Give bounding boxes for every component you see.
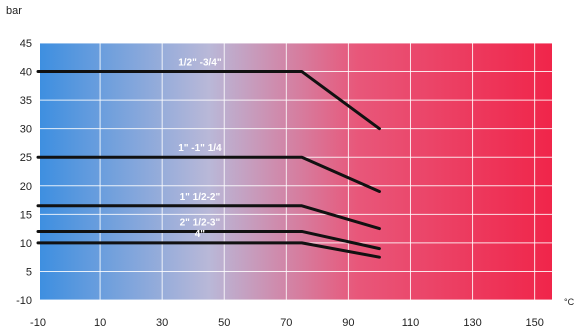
x-tick-label: 50 [218,317,230,329]
x-tick-label: 150 [525,317,543,329]
x-tick-label: 110 [402,317,420,329]
x-tick-label: 30 [156,317,168,329]
y-tick-label: 35 [20,95,32,107]
x-axis-unit: °C [564,297,574,307]
series-label: 1/2" -3/4" [178,58,222,69]
plot-area [40,43,552,300]
series-label: 2" 1/2-3" [180,217,221,228]
x-tick-label: 70 [280,317,292,329]
y-axis-label: bar [6,5,22,17]
x-tick-label: 10 [94,317,106,329]
y-tick-label: 25 [20,152,32,164]
y-tick-label: 15 [20,209,32,221]
y-tick-label: 10 [20,238,32,250]
y-tick-label: 40 [20,67,32,79]
series-label: 1" -1" 1/4 [178,143,222,154]
y-tick-label: 45 [20,38,32,50]
x-tick-label: -10 [30,317,46,329]
y-tick-label: 30 [20,124,32,136]
series-label: 4" [195,229,206,240]
y-tick-label: 20 [20,181,32,193]
x-tick-label: 130 [463,317,481,329]
x-tick-label: 90 [342,317,354,329]
y-tick-label: -10 [16,295,32,307]
y-tick-label: 5 [26,266,32,278]
series-label: 1" 1/2-2" [180,192,221,203]
